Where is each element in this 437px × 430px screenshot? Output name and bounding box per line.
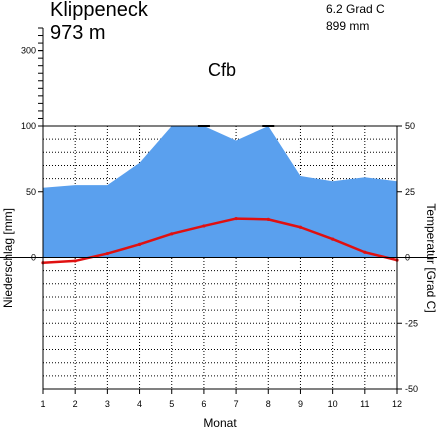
left-tick-label: 0 [31,253,36,263]
precipitation-area [43,126,397,258]
x-tick-label: 11 [360,399,369,409]
right-tick-label: -50 [405,384,418,394]
temperature-line [42,217,398,265]
axes [0,27,437,394]
temperature-point [105,251,109,256]
mean-temperature-label: 6.2 Grad C [326,2,385,16]
x-tick-label: 3 [105,399,110,409]
annual-precipitation-label: 899 mm [326,19,369,33]
temperature-point [73,259,77,263]
x-tick-label: 8 [266,399,271,409]
right-tick-label: 50 [405,121,415,131]
temperature-point [202,224,206,228]
temperature-point [298,225,303,229]
y-axis-left-title: Niederschlag [mm] [1,208,15,308]
right-tick-label: 0 [405,253,410,263]
left-tick-label: 50 [26,187,36,197]
temperature-point [266,217,270,221]
x-tick-label: 10 [328,399,338,409]
x-tick-label: 4 [137,399,142,409]
temperature-point [234,216,238,221]
left-tick-label: 300 [21,46,36,56]
right-tick-label: 25 [405,187,415,197]
x-axis-title: Monat [203,416,237,430]
x-tick-label: 12 [392,399,402,409]
y-axis-right-title: Temperatur [Grad C] [424,203,437,312]
precipitation-area-layer [43,125,397,258]
temperature-point [170,232,174,236]
x-tick-label: 9 [298,399,303,409]
station-name: Klippeneck [50,0,149,21]
temperature-point [363,250,367,254]
x-tick-label: 1 [40,399,45,409]
left-tick-label: 100 [21,121,36,131]
station-elevation: 973 m [50,22,106,44]
climate-class-label: Cfb [208,60,236,80]
x-tick-label: 5 [169,399,174,409]
x-tick-label: 7 [234,399,239,409]
temperature-point [331,237,335,241]
temperature-line-layer [41,216,399,265]
right-tick-label: -25 [405,318,418,328]
x-tick-label: 6 [201,399,206,409]
temperature-point [137,242,142,246]
x-tick-label: 2 [73,399,78,409]
